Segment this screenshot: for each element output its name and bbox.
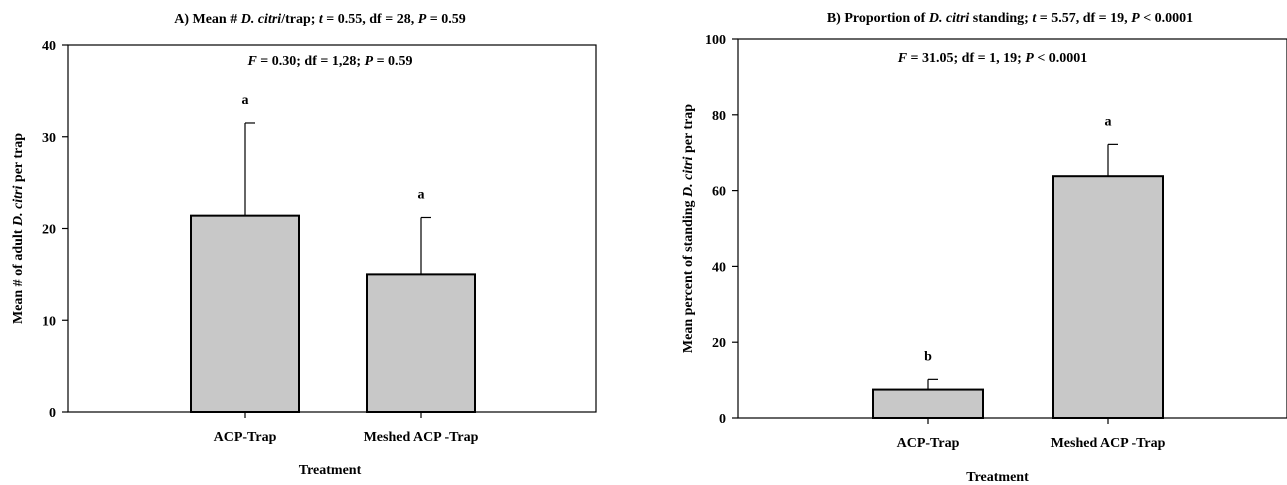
y-axis-label: Mean percent of standing D. citri per tr… — [681, 104, 696, 353]
y-tick-label: 0 — [719, 412, 726, 427]
y-tick-label: 40 — [712, 260, 726, 275]
y-tick-label: 40 — [42, 39, 56, 54]
plot-frame — [737, 38, 1287, 419]
text-run: standing; — [969, 11, 1032, 26]
bar-0 — [190, 214, 300, 413]
text-run: < 0.0001 — [1140, 11, 1193, 26]
y-tick-label: 60 — [712, 185, 726, 200]
text-run: F — [246, 54, 257, 69]
text-run: = 5.57, df = 19, — [1036, 11, 1131, 26]
y-tick-label: 30 — [42, 131, 56, 146]
text-run: = 0.59 — [373, 54, 412, 69]
chart-panel-a: a a 0 10 20 30 40 ACP-Trap Meshed ACP -Trap Treat… — [11, 12, 597, 478]
y-tick-label: 10 — [42, 314, 56, 329]
text-run: t — [319, 12, 324, 27]
text-run: Mean # of adult — [11, 226, 26, 324]
text-run: P — [418, 12, 427, 27]
text-run: D. citri — [928, 11, 970, 26]
text-run: < 0.0001 — [1034, 51, 1087, 66]
text-run: Mean percent of standing — [681, 197, 696, 353]
text-run: /trap; — [280, 12, 319, 27]
stat-annotation: F = 31.05; df = 1, 19; P < 0.0001 — [897, 51, 1088, 66]
stat-annotation: F = 0.30; df = 1,28; P = 0.59 — [246, 54, 412, 69]
chart-panel-b: b a 0 20 40 60 80 100 ACP-Trap Meshed ACP -Trap Tr… — [681, 11, 1287, 485]
x-tick-label: ACP-Trap — [214, 430, 277, 445]
y-tick-label: 100 — [705, 33, 726, 48]
chart-title: B) Proportion of D. citri standing; t = … — [827, 11, 1193, 26]
text-run: A) Mean # — [174, 12, 241, 27]
bar-1 — [1052, 175, 1164, 419]
text-run: B) Proportion of — [827, 11, 929, 26]
text-run: per trap — [681, 104, 696, 157]
significance-letter: a — [418, 187, 425, 202]
x-tick-label: Meshed ACP -Trap — [1051, 436, 1166, 451]
significance-letter: a — [1105, 114, 1112, 129]
x-axis-label: Treatment — [966, 470, 1029, 485]
x-axis-label: Treatment — [299, 463, 362, 478]
text-run: F — [897, 51, 908, 66]
y-axis-label: Mean # of adult D. citri per trap — [11, 133, 26, 324]
plot-frame — [67, 44, 597, 413]
text-run: = 0.30; df = 1,28; — [257, 54, 365, 69]
chart-title: A) Mean # D. citri/trap; t = 0.55, df = … — [174, 12, 466, 27]
text-run: P — [1025, 51, 1034, 66]
text-run: D. citri — [240, 12, 282, 27]
text-run: D. citri — [681, 156, 696, 198]
text-run: = 0.59 — [426, 12, 465, 27]
x-tick-label: Meshed ACP -Trap — [364, 430, 479, 445]
significance-letter: a — [242, 93, 249, 108]
text-run: t — [1032, 11, 1037, 26]
significance-letter: b — [924, 349, 932, 364]
y-tick-label: 20 — [712, 336, 726, 351]
y-tick-label: 20 — [42, 223, 56, 238]
text-run: = 31.05; df = 1, 19; — [907, 51, 1025, 66]
text-run: = 0.55, df = 28, — [323, 12, 418, 27]
y-tick-label: 0 — [49, 406, 56, 421]
text-run: per trap — [11, 133, 26, 186]
text-run: P — [365, 54, 374, 69]
x-tick-label: ACP-Trap — [897, 436, 960, 451]
bar-1 — [366, 273, 476, 413]
text-run: P — [1131, 11, 1140, 26]
y-tick-label: 80 — [712, 109, 726, 124]
text-run: D. citri — [11, 185, 26, 227]
bar-0 — [872, 388, 984, 420]
